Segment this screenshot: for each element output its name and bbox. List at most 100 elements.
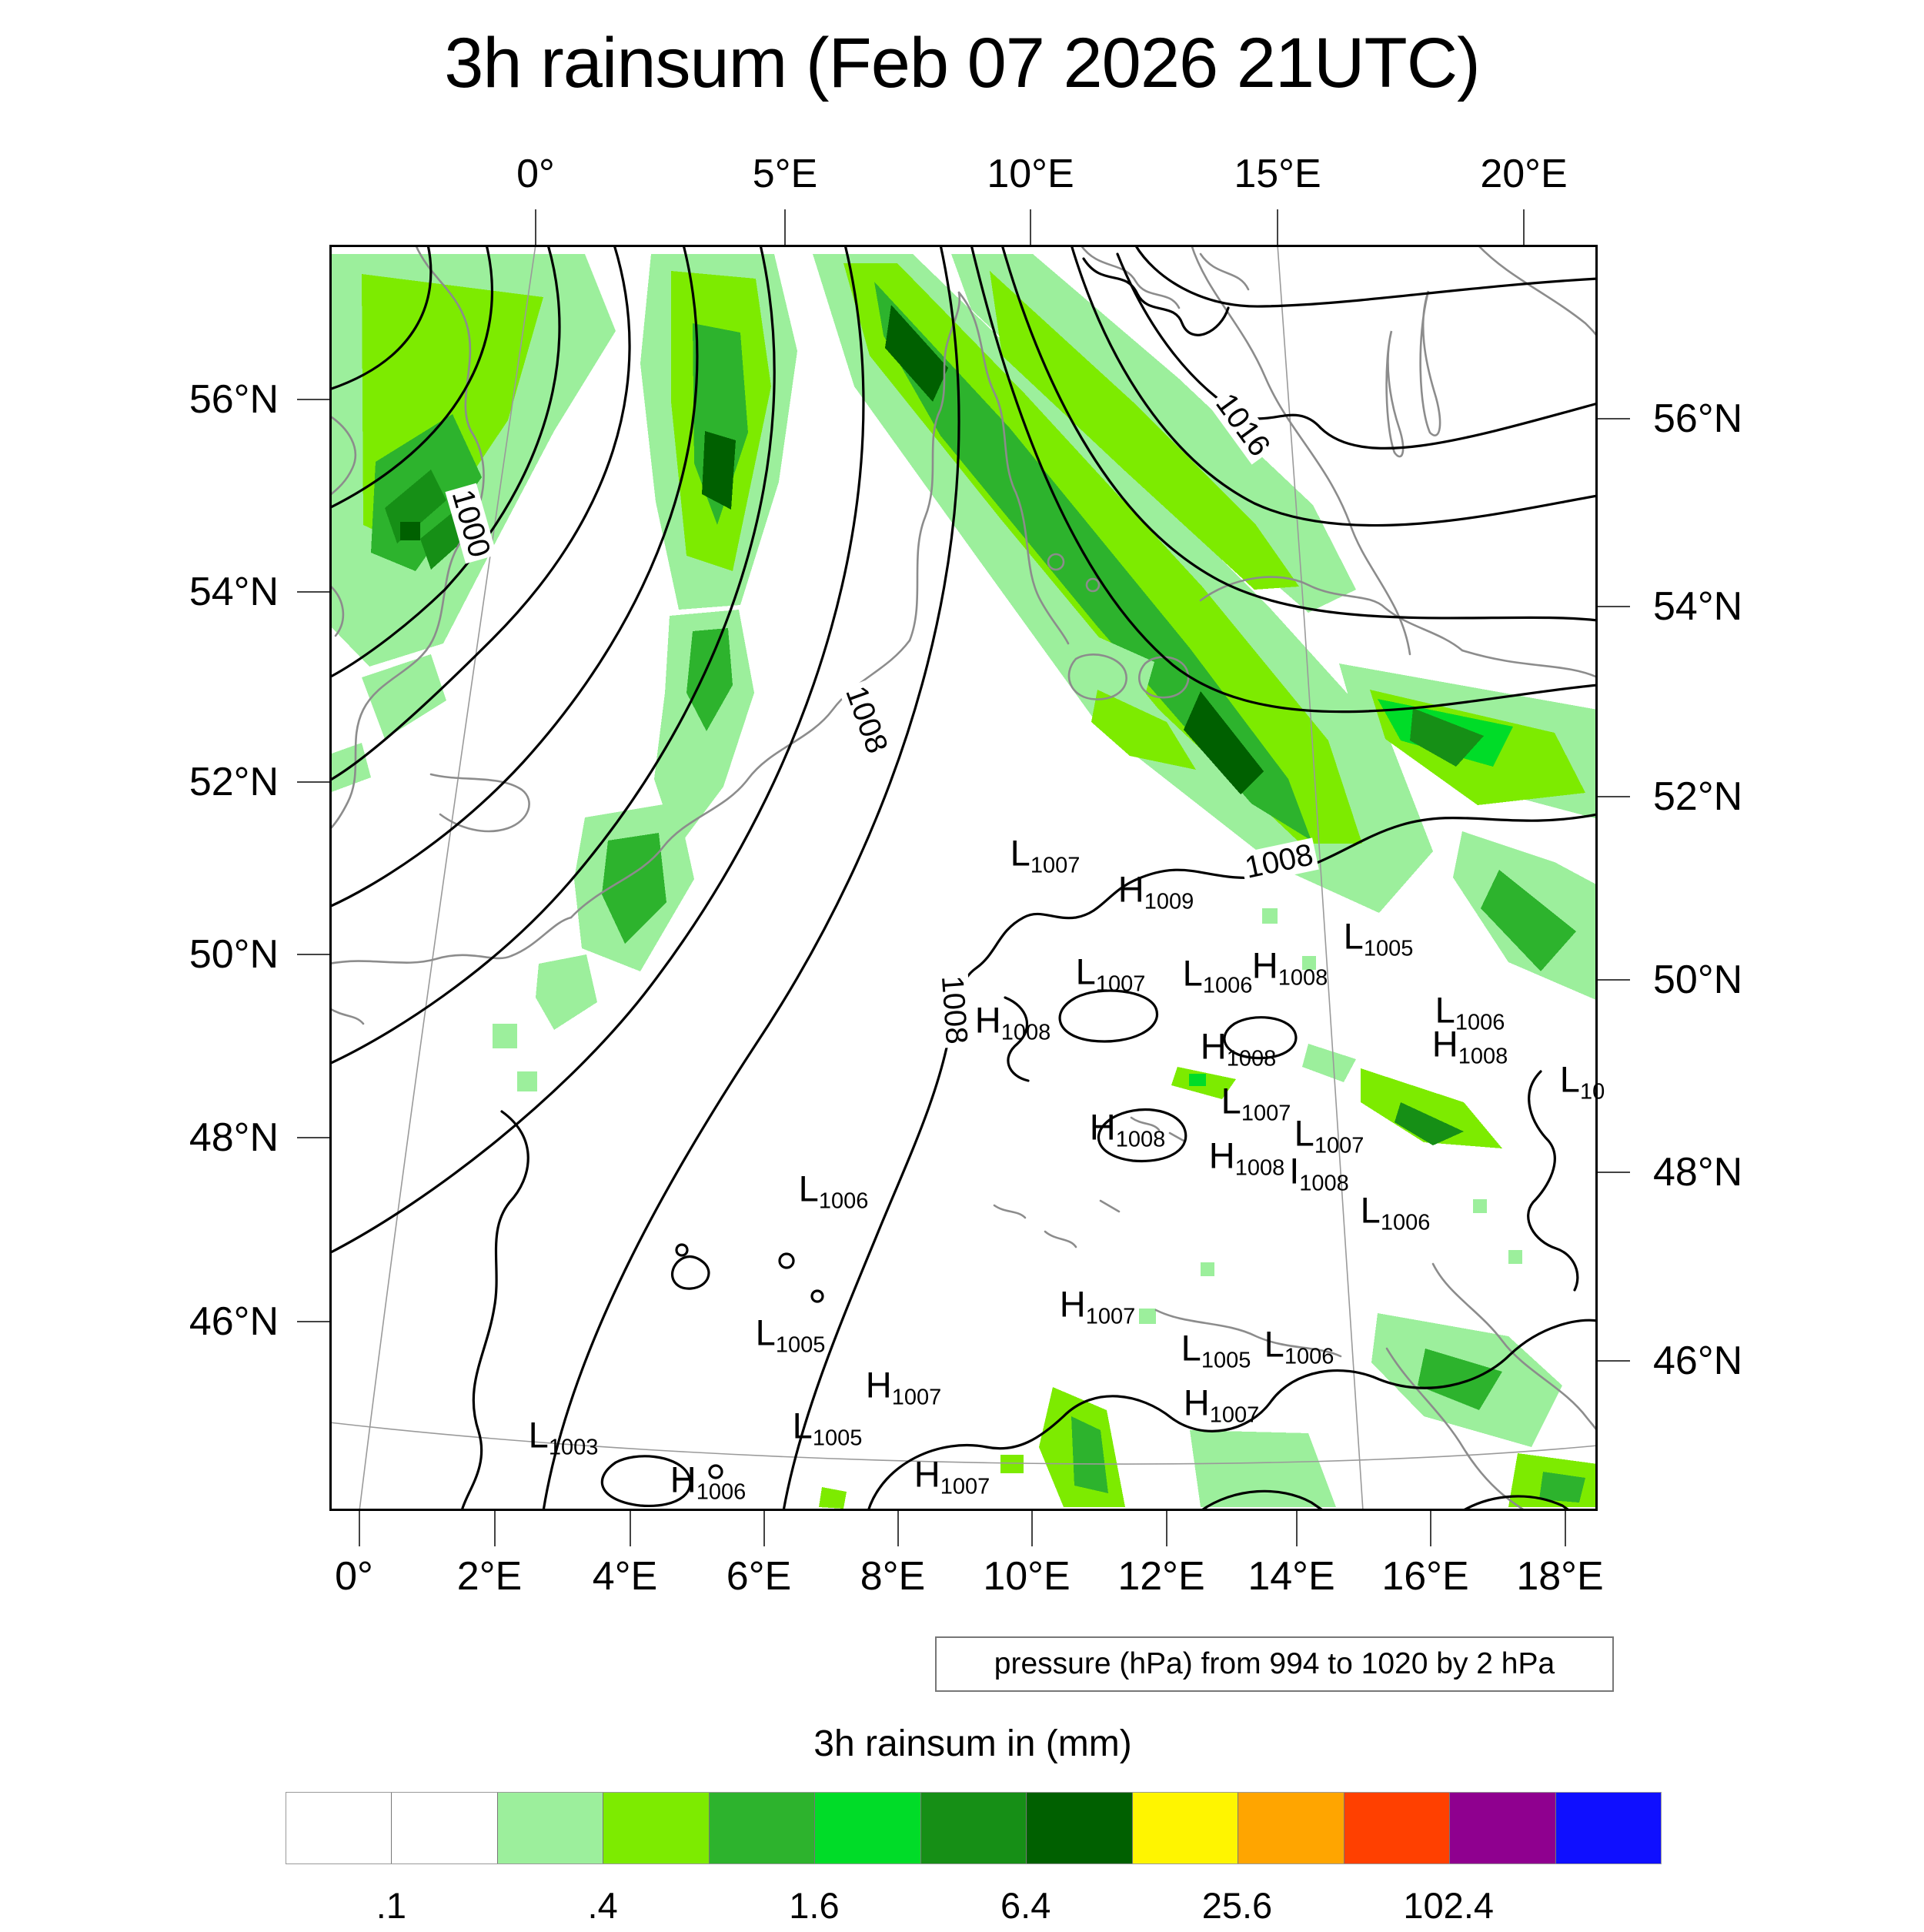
colorbar-labels: .1 .4 1.6 6.4 25.6 102.4 [286, 1878, 1660, 1932]
axis-tick-bottom [1565, 1511, 1566, 1546]
axis-tick-left [297, 954, 329, 955]
parallel-45N [329, 1422, 1598, 1465]
colorbar-box [603, 1793, 710, 1863]
isobar [329, 245, 865, 1255]
axis-label-left: 52°N [189, 760, 279, 804]
colorbar-box [392, 1793, 498, 1863]
axis-label-top: 10°E [987, 152, 1074, 196]
colorbar-label: 6.4 [1000, 1885, 1051, 1926]
axis-label-bottom: 16°E [1381, 1554, 1469, 1599]
axis-label-top: 5°E [752, 152, 818, 196]
isobar [1134, 245, 1598, 308]
axis-label-bottom: 10°E [983, 1554, 1071, 1599]
weather-map [329, 245, 1598, 1511]
colorbar-label: 1.6 [789, 1885, 840, 1926]
axis-tick-bottom [359, 1511, 360, 1546]
axis-tick-left [297, 591, 329, 593]
axis-label-bottom: 14°E [1248, 1554, 1335, 1599]
rain-field [329, 254, 1598, 1509]
meridian-0E [359, 245, 536, 1511]
axis-label-left: 54°N [189, 570, 279, 614]
pressure-caption: pressure (hPa) from 994 to 1020 by 2 hPa [994, 1647, 1555, 1680]
axis-tick-right [1598, 1360, 1630, 1362]
axis-tick-top [1030, 209, 1031, 245]
colorbar-box [1238, 1793, 1344, 1863]
axis-label-right: 50°N [1653, 958, 1743, 1002]
isobar [460, 1110, 529, 1511]
isobar-1008-west [542, 245, 960, 1511]
isobar [329, 245, 433, 391]
axis-tick-bottom [897, 1511, 899, 1546]
isobar [329, 245, 776, 1065]
axis-tick-bottom [1166, 1511, 1167, 1546]
axis-label-left: 48°N [189, 1115, 279, 1160]
isobar [1004, 996, 1030, 1082]
axis-tick-bottom [763, 1511, 765, 1546]
isobar [329, 245, 493, 510]
axis-label-bottom: 0° [335, 1554, 373, 1599]
axis-label-bottom: 2°E [456, 1554, 523, 1599]
axis-label-right: 56°N [1653, 396, 1743, 441]
isobar [1199, 1489, 1325, 1511]
colorbar-box [1450, 1793, 1556, 1863]
axis-tick-top [1277, 209, 1278, 245]
isobar [970, 245, 1598, 714]
axis-tick-top [1523, 209, 1525, 245]
axis-label-right: 52°N [1653, 774, 1743, 819]
map-border [329, 245, 1598, 1511]
axis-tick-right [1598, 979, 1630, 981]
axis-label-left: 46°N [189, 1299, 279, 1344]
colorbar-box [497, 1793, 604, 1863]
isobar [1461, 1495, 1572, 1511]
axis-tick-right [1598, 1172, 1630, 1173]
isobar-loop [600, 1455, 692, 1508]
axis-label-bottom: 12°E [1117, 1554, 1205, 1599]
axis-tick-bottom [1430, 1511, 1431, 1546]
colorbar [286, 1792, 1662, 1864]
isobar-loop [1058, 989, 1159, 1043]
isobar-loop [1097, 1108, 1187, 1163]
axis-label-bottom: 6°E [726, 1554, 792, 1599]
isobar [1082, 257, 1230, 336]
axis-label-bottom: 8°E [860, 1554, 926, 1599]
isobar-loop [670, 1255, 710, 1290]
axis-tick-right [1598, 606, 1630, 607]
axis-label-right: 48°N [1653, 1150, 1743, 1195]
axis-tick-left [297, 1321, 329, 1322]
colorbar-box [1027, 1793, 1133, 1863]
colorbar-box [815, 1793, 921, 1863]
colorbar-box [920, 1793, 1027, 1863]
isobar-loop [1223, 1016, 1298, 1060]
colorbar-label: .4 [587, 1885, 618, 1926]
colorbar-box [1132, 1793, 1239, 1863]
isobar [1527, 1070, 1579, 1292]
axis-label-top: 20°E [1480, 152, 1568, 196]
isobar [329, 245, 699, 908]
axis-label-top: 0° [516, 152, 555, 196]
axis-tick-right [1598, 796, 1630, 797]
isobar [867, 1319, 1598, 1511]
colorbar-label: .1 [376, 1885, 406, 1926]
isobar-1016 [1116, 252, 1598, 450]
axis-tick-top [784, 209, 786, 245]
axis-tick-right [1598, 418, 1630, 419]
isobar-1000 [329, 245, 631, 782]
axis-label-left: 56°N [189, 377, 279, 422]
axis-tick-left [297, 781, 329, 783]
colorbar-box [1555, 1793, 1662, 1863]
colorbar-label: 102.4 [1403, 1885, 1495, 1926]
axis-tick-top [535, 209, 536, 245]
colorbar-box [286, 1793, 392, 1863]
axis-label-right: 46°N [1653, 1339, 1743, 1383]
axis-tick-left [297, 399, 329, 400]
axis-tick-bottom [494, 1511, 496, 1546]
pressure-caption-box: pressure (hPa) from 994 to 1020 by 2 hPa [935, 1636, 1614, 1692]
colorbar-box [1344, 1793, 1451, 1863]
axis-tick-bottom [1031, 1511, 1033, 1546]
isobar [1000, 245, 1598, 622]
isobar-1008-trough [782, 813, 1598, 1511]
axis-tick-left [297, 1137, 329, 1138]
axis-label-right: 54°N [1653, 584, 1743, 629]
colorbar-title: 3h rainsum in (mm) [813, 1723, 1132, 1764]
